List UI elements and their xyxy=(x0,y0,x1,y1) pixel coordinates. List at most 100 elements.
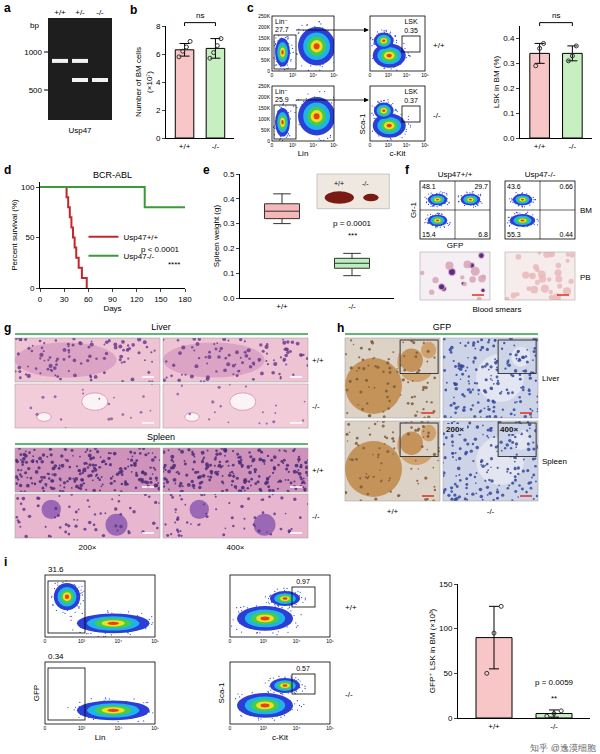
svg-text:GFP⁺ LSK in BM (×10³): GFP⁺ LSK in BM (×10³) xyxy=(428,608,437,693)
svg-text:29.7: 29.7 xyxy=(474,183,488,190)
svg-text:+/-: +/- xyxy=(75,8,85,17)
svg-text:p = 0.0001: p = 0.0001 xyxy=(333,219,372,228)
svg-text:0.4: 0.4 xyxy=(503,34,515,43)
svg-text:Spleen: Spleen xyxy=(542,457,567,466)
svg-text:0.34: 0.34 xyxy=(48,652,64,661)
svg-text:+/+: +/+ xyxy=(488,722,500,731)
svg-text:200K: 200K xyxy=(258,94,270,100)
svg-text:-/-: -/- xyxy=(569,142,577,151)
svg-text:Spleen: Spleen xyxy=(147,432,175,442)
svg-text:LSK in BM (%): LSK in BM (%) xyxy=(492,55,501,108)
svg-text:10⁵: 10⁵ xyxy=(330,72,338,78)
svg-text:0.3: 0.3 xyxy=(223,219,235,228)
svg-text:Lin⁻: Lin⁻ xyxy=(275,88,288,95)
svg-text:BM: BM xyxy=(580,206,592,215)
svg-text:150: 150 xyxy=(439,580,453,589)
svg-text:200K: 200K xyxy=(258,24,270,30)
svg-text:0.1: 0.1 xyxy=(223,269,235,278)
svg-text:10³: 10³ xyxy=(385,72,393,78)
svg-text:400×: 400× xyxy=(226,543,244,552)
svg-text:60: 60 xyxy=(84,295,93,304)
svg-text:10⁵: 10⁵ xyxy=(330,142,338,148)
svg-text:f: f xyxy=(405,163,410,177)
svg-text:0: 0 xyxy=(44,725,47,731)
svg-text:0: 0 xyxy=(271,142,274,148)
svg-text:10⁵: 10⁵ xyxy=(326,638,334,644)
svg-text:10³: 10³ xyxy=(78,725,86,731)
svg-text:0.2: 0.2 xyxy=(503,84,515,93)
svg-text:43.6: 43.6 xyxy=(507,183,521,190)
svg-text:10⁴: 10⁴ xyxy=(293,638,301,644)
svg-text:6: 6 xyxy=(156,50,161,59)
svg-text:0.5: 0.5 xyxy=(223,170,235,179)
svg-text:120: 120 xyxy=(130,295,144,304)
svg-text:****: **** xyxy=(168,260,180,269)
svg-text:Lin: Lin xyxy=(298,149,309,158)
svg-text:+/+: +/+ xyxy=(433,41,445,50)
svg-text:-/-: -/- xyxy=(487,507,495,516)
svg-text:15.4: 15.4 xyxy=(422,231,436,238)
svg-text:Usp47-/-: Usp47-/- xyxy=(525,170,556,179)
svg-text:Lin: Lin xyxy=(95,733,106,742)
svg-text:50: 50 xyxy=(25,233,34,242)
svg-text:0.0: 0.0 xyxy=(503,134,515,143)
svg-text:+/+: +/+ xyxy=(312,356,324,365)
svg-text:Sca-1: Sca-1 xyxy=(217,682,226,703)
svg-text:h: h xyxy=(337,321,344,335)
svg-text:10⁴: 10⁴ xyxy=(293,725,301,731)
svg-text:-/-: -/- xyxy=(312,512,320,521)
svg-text:GFP: GFP xyxy=(447,241,463,250)
svg-text:+/+: +/+ xyxy=(312,466,324,475)
svg-text:+/+: +/+ xyxy=(334,180,344,187)
svg-text:Liver: Liver xyxy=(151,322,171,332)
svg-text:10³: 10³ xyxy=(78,638,86,644)
svg-text:0: 0 xyxy=(229,638,232,644)
svg-text:0: 0 xyxy=(369,72,372,78)
svg-text:10⁴: 10⁴ xyxy=(114,638,122,644)
svg-text:0.37: 0.37 xyxy=(404,97,418,104)
svg-text:150K: 150K xyxy=(258,35,270,41)
svg-text:**: ** xyxy=(551,694,557,703)
svg-text:100: 100 xyxy=(439,624,453,633)
svg-text:0: 0 xyxy=(30,284,35,293)
svg-text:+/+: +/+ xyxy=(387,507,399,516)
svg-text:-/-: -/- xyxy=(212,142,220,151)
svg-text:0.66: 0.66 xyxy=(559,183,573,190)
svg-text:10³: 10³ xyxy=(260,638,268,644)
svg-text:50K: 50K xyxy=(261,127,271,133)
svg-text:48.1: 48.1 xyxy=(422,183,436,190)
svg-text:GFP: GFP xyxy=(32,685,41,701)
svg-text:55.3: 55.3 xyxy=(507,231,521,238)
svg-text:0.57: 0.57 xyxy=(296,665,310,672)
svg-text:-/-: -/- xyxy=(96,8,104,17)
svg-text:Lin⁻: Lin⁻ xyxy=(275,18,288,25)
svg-text:GFP: GFP xyxy=(433,322,452,332)
svg-text:0.4: 0.4 xyxy=(223,195,235,204)
svg-text:10³: 10³ xyxy=(260,725,268,731)
svg-text:4: 4 xyxy=(156,78,161,87)
svg-text:500: 500 xyxy=(29,86,43,95)
svg-text:10⁵: 10⁵ xyxy=(326,725,334,731)
svg-text:***: *** xyxy=(348,231,357,240)
svg-text:d: d xyxy=(4,163,11,177)
svg-text:Usp47: Usp47 xyxy=(68,126,92,135)
svg-text:0.44: 0.44 xyxy=(559,231,573,238)
svg-text:25.9: 25.9 xyxy=(275,96,289,103)
svg-text:BCR-ABL: BCR-ABL xyxy=(93,170,132,180)
svg-text:100K: 100K xyxy=(258,116,270,122)
svg-text:0: 0 xyxy=(38,295,43,304)
svg-text:10⁵: 10⁵ xyxy=(151,725,159,731)
svg-text:0.0: 0.0 xyxy=(223,294,235,303)
svg-text:10⁵: 10⁵ xyxy=(151,638,159,644)
svg-text:ns: ns xyxy=(196,11,204,20)
svg-text:250K: 250K xyxy=(258,83,270,89)
svg-text:Usp47+/+: Usp47+/+ xyxy=(438,170,473,179)
svg-text:0.35: 0.35 xyxy=(404,27,418,34)
svg-text:-/-: -/- xyxy=(312,402,320,411)
svg-text:Usp47-/-: Usp47-/- xyxy=(124,252,155,261)
svg-text:Liver: Liver xyxy=(542,374,560,383)
svg-text:i: i xyxy=(4,555,7,569)
svg-text:p = 0.0059: p = 0.0059 xyxy=(535,678,574,687)
svg-text:10³: 10³ xyxy=(289,72,297,78)
svg-text:150K: 150K xyxy=(258,105,270,111)
